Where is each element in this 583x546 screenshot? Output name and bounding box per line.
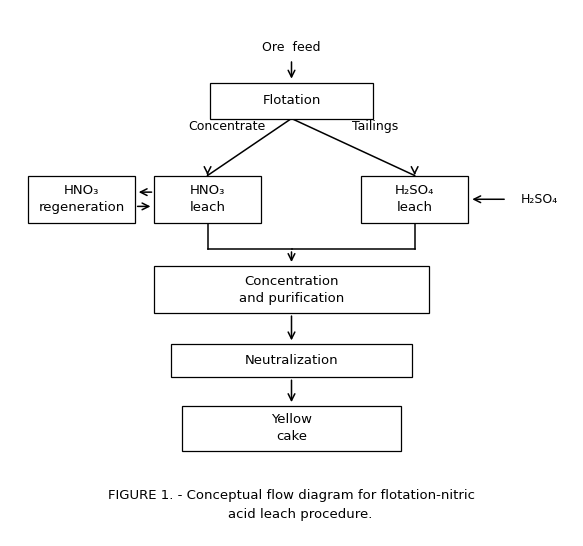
Text: H₂SO₄: H₂SO₄ — [521, 193, 558, 206]
Text: HNO₃
regeneration: HNO₃ regeneration — [38, 184, 125, 214]
Text: Flotation: Flotation — [262, 94, 321, 107]
Text: Concentration
and purification: Concentration and purification — [239, 275, 344, 305]
FancyBboxPatch shape — [182, 406, 401, 451]
FancyBboxPatch shape — [154, 266, 429, 313]
Text: HNO₃
leach: HNO₃ leach — [189, 184, 226, 214]
FancyBboxPatch shape — [361, 175, 468, 223]
Text: FIGURE 1. - Conceptual flow diagram for flotation-nitric: FIGURE 1. - Conceptual flow diagram for … — [108, 489, 475, 502]
FancyBboxPatch shape — [29, 175, 135, 223]
Text: H₂SO₄
leach: H₂SO₄ leach — [395, 184, 434, 214]
FancyBboxPatch shape — [154, 175, 261, 223]
Text: Concentrate: Concentrate — [188, 120, 266, 133]
Text: Yellow
cake: Yellow cake — [271, 413, 312, 443]
FancyBboxPatch shape — [171, 344, 412, 377]
Text: Neutralization: Neutralization — [245, 354, 338, 367]
Text: Ore  feed: Ore feed — [262, 41, 321, 55]
Text: Tailings: Tailings — [352, 120, 399, 133]
Text: acid leach procedure.: acid leach procedure. — [211, 508, 372, 521]
FancyBboxPatch shape — [210, 83, 373, 118]
